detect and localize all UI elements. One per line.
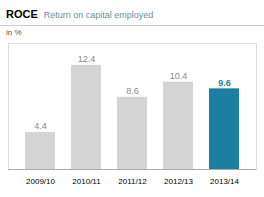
html-text:ROCE: ROCE: [6, 8, 38, 20]
svg-text:2012/13: 2012/13: [164, 177, 193, 186]
svg-text:9.6: 9.6: [218, 78, 231, 88]
html-text:Return on capital employed: Return on capital employed: [43, 10, 154, 20]
svg-text:10.4: 10.4: [170, 71, 188, 81]
svg-text:8.6: 8.6: [126, 86, 139, 96]
html-text:in %: in %: [6, 28, 22, 37]
svg-text:2011/12: 2011/12: [118, 177, 147, 186]
svg-text:2013/14: 2013/14: [210, 177, 239, 186]
svg-text:2009/10: 2009/10: [26, 177, 55, 186]
svg-text:4.4: 4.4: [34, 121, 47, 131]
svg-text:12.4: 12.4: [78, 54, 96, 64]
svg-text:2010/11: 2010/11: [72, 177, 101, 186]
